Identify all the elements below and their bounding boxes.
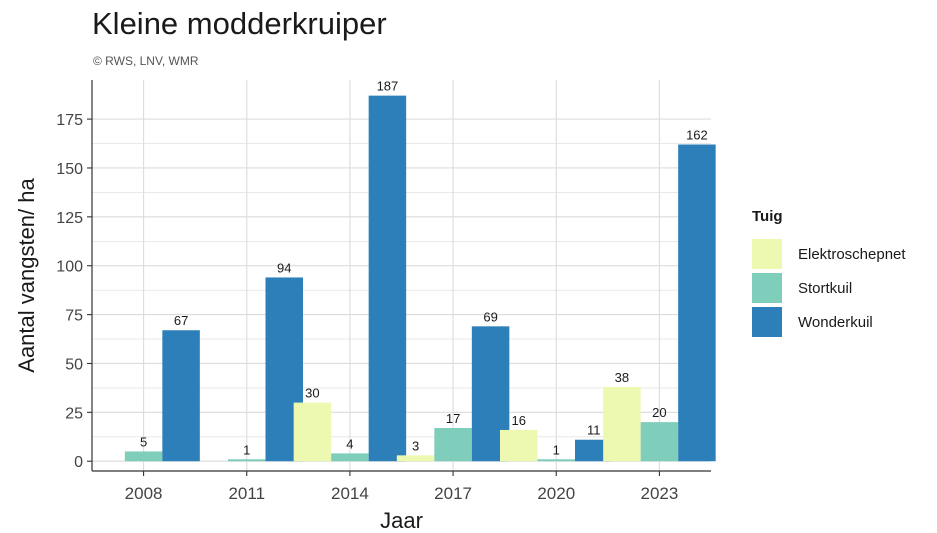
bar-stortkuil bbox=[434, 427, 472, 462]
bar-stortkuil bbox=[331, 453, 369, 462]
y-axis-label: Aantal vangsten/ ha bbox=[14, 178, 39, 373]
y-tick-label: 75 bbox=[65, 308, 83, 325]
bar-stortkuil bbox=[124, 451, 163, 462]
y-tick-label: 100 bbox=[56, 259, 83, 276]
chart-subtitle: © RWS, LNV, WMR bbox=[93, 54, 199, 68]
legend: Tuig Elektroschepnet Stortkuil Wonderkui… bbox=[752, 208, 906, 339]
x-tick-label: 2011 bbox=[228, 484, 265, 503]
data-label: 94 bbox=[277, 260, 291, 275]
x-tick-label: 2008 bbox=[125, 484, 163, 503]
bar-wonderkuil bbox=[162, 330, 200, 462]
x-tick-label: 2020 bbox=[537, 484, 575, 503]
legend-key-wonderkuil bbox=[752, 307, 782, 337]
legend-item-wonderkuil: Wonderkuil bbox=[752, 305, 906, 339]
data-label: 4 bbox=[346, 436, 353, 451]
legend-label-stortkuil: Stortkuil bbox=[798, 279, 853, 297]
data-label: 187 bbox=[377, 79, 399, 94]
y-tick-label: 175 bbox=[56, 112, 83, 129]
y-tick-label: 0 bbox=[74, 454, 83, 471]
data-label: 69 bbox=[483, 309, 497, 324]
data-label: 67 bbox=[174, 313, 188, 328]
bar-elektroschepnet bbox=[396, 455, 435, 462]
legend-item-stortkuil: Stortkuil bbox=[752, 271, 906, 305]
data-label: 17 bbox=[446, 411, 460, 426]
x-tick-label: 2023 bbox=[641, 484, 679, 503]
x-tick-label: 2014 bbox=[331, 484, 369, 503]
legend-key-elektroschepnet bbox=[752, 239, 782, 269]
data-label: 162 bbox=[686, 128, 708, 143]
data-label: 30 bbox=[305, 386, 319, 401]
y-tick-label: 150 bbox=[56, 161, 83, 178]
bar-wonderkuil bbox=[678, 144, 716, 462]
data-label: 16 bbox=[512, 413, 526, 428]
legend-label-wonderkuil: Wonderkuil bbox=[798, 313, 873, 331]
y-tick-label: 50 bbox=[65, 356, 83, 373]
y-tick-label: 25 bbox=[65, 405, 83, 422]
legend-item-elektroschepnet: Elektroschepnet bbox=[752, 237, 906, 271]
bar-wonderkuil bbox=[575, 439, 613, 462]
data-label: 1 bbox=[243, 442, 250, 457]
x-tick-label: 2017 bbox=[434, 484, 472, 503]
data-label: 1 bbox=[553, 442, 560, 457]
bar-stortkuil bbox=[537, 459, 575, 462]
legend-title: Tuig bbox=[752, 208, 783, 225]
data-label: 3 bbox=[412, 438, 419, 453]
data-label: 38 bbox=[615, 370, 629, 385]
bar-elektroschepnet bbox=[293, 402, 332, 462]
bar-elektroschepnet bbox=[500, 429, 538, 462]
data-label: 20 bbox=[652, 405, 666, 420]
bar-wonderkuil bbox=[368, 95, 407, 462]
y-tick-label: 125 bbox=[56, 210, 83, 227]
legend-label-elektroschepnet: Elektroschepnet bbox=[798, 245, 906, 263]
bar-stortkuil bbox=[228, 459, 266, 462]
bar-elektroschepnet bbox=[603, 386, 641, 462]
data-label: 5 bbox=[140, 434, 147, 449]
chart-title: Kleine modderkruiper bbox=[92, 6, 387, 41]
legend-key-stortkuil bbox=[752, 273, 782, 303]
x-axis-label: Jaar bbox=[380, 508, 423, 533]
data-label: 11 bbox=[587, 423, 601, 438]
bar-stortkuil bbox=[640, 422, 679, 462]
